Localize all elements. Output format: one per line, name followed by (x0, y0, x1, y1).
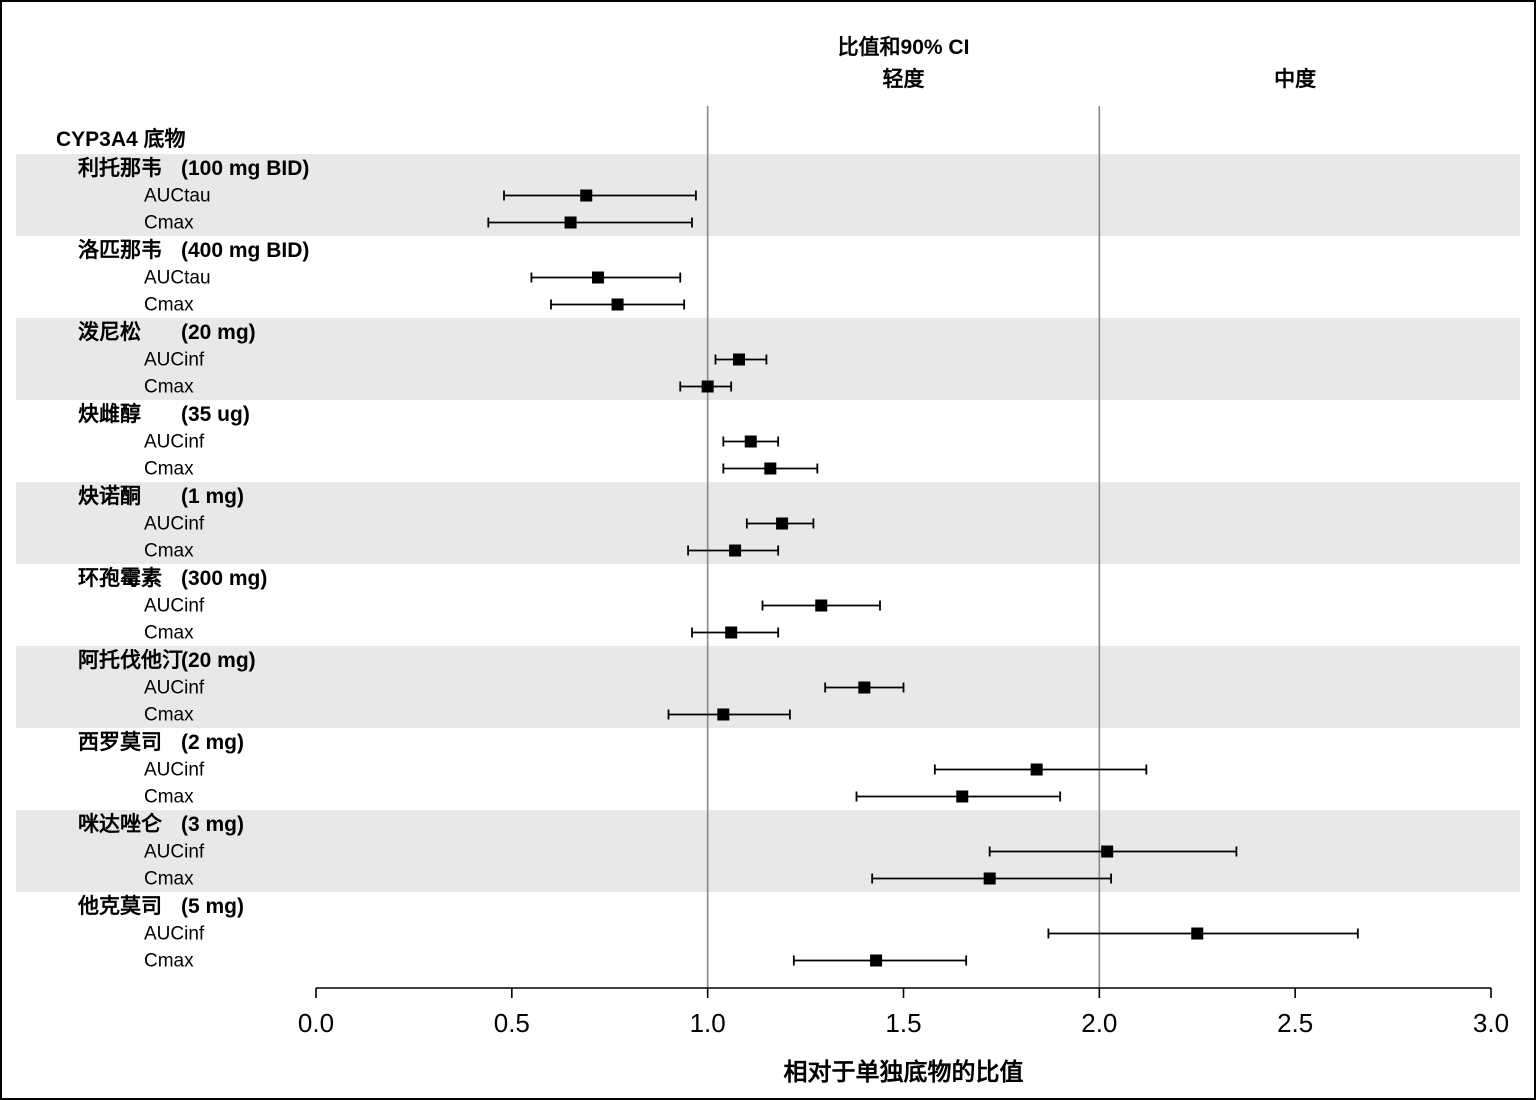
drug-name: 洛匹那韦 (78, 238, 162, 262)
drug-name: 阿托伐他汀 (78, 648, 183, 672)
x-tick-label: 3.0 (1473, 1008, 1509, 1038)
x-tick-label: 0.0 (298, 1008, 334, 1038)
x-tick-label: 1.5 (885, 1008, 921, 1038)
x-tick-label: 1.0 (690, 1008, 726, 1038)
param-label: Cmax (144, 623, 194, 644)
param-label: AUCinf (144, 760, 205, 781)
point-marker (592, 272, 604, 284)
point-marker (984, 873, 996, 885)
drug-dose: (3 mg) (181, 813, 244, 836)
forest-plot-container: 比值和90% CI 轻度 中度 CYP3A4 底物利托那韦 (100 mg BID) AU… (0, 0, 1536, 1100)
param-label: Cmax (144, 705, 194, 726)
chart-inner: 比值和90% CI 轻度 中度 CYP3A4 底物利托那韦 (100 mg BID) AU… (16, 16, 1520, 1084)
point-marker (733, 354, 745, 366)
param-label: AUCinf (144, 350, 205, 371)
param-label: AUCinf (144, 924, 205, 945)
param-label: Cmax (144, 377, 194, 398)
point-marker (870, 955, 882, 967)
category-label: CYP3A4 底物 (56, 127, 186, 151)
zone-label-mild: 轻度 (883, 67, 925, 91)
param-label: Cmax (144, 213, 194, 234)
point-marker (729, 545, 741, 557)
param-label: Cmax (144, 459, 194, 480)
drug-name: 利托那韦 (78, 156, 162, 180)
param-label: AUCtau (144, 186, 211, 207)
point-marker (764, 463, 776, 475)
drug-name: 西罗莫司 (78, 731, 162, 754)
param-label: AUCinf (144, 596, 205, 617)
x-tick-label: 2.5 (1277, 1008, 1313, 1038)
param-label: AUCinf (144, 678, 205, 699)
drug-dose: (2 mg) (181, 731, 244, 754)
param-label: AUCinf (144, 514, 205, 535)
point-marker (612, 299, 624, 311)
forest-plot-svg: 比值和90% CI 轻度 中度 CYP3A4 底物利托那韦 (100 mg BID) AU… (16, 16, 1520, 1084)
point-marker (745, 436, 757, 448)
x-tick-label: 0.5 (494, 1008, 530, 1038)
drug-name: 炔雌醇 (78, 402, 141, 426)
zone-label-moderate: 中度 (1274, 67, 1316, 91)
drug-name: 泼尼松 (78, 320, 141, 344)
param-label: Cmax (144, 295, 194, 316)
param-label: Cmax (144, 541, 194, 562)
param-label: AUCinf (144, 432, 205, 453)
drug-dose: (100 mg BID) (181, 157, 309, 180)
drug-dose: (400 mg BID) (181, 239, 309, 262)
point-marker (1101, 846, 1113, 858)
point-marker (565, 217, 577, 229)
drug-dose: (20 mg) (181, 321, 256, 344)
point-marker (725, 627, 737, 639)
point-marker (956, 791, 968, 803)
drug-dose: (35 ug) (181, 403, 250, 426)
plot-title: 比值和90% CI (838, 35, 970, 59)
drug-dose: (5 mg) (181, 895, 244, 918)
drug-name: 炔诺酮 (78, 484, 141, 508)
point-marker (1191, 928, 1203, 940)
drug-dose: (1 mg) (181, 485, 244, 508)
drug-name: 咪达唑仑 (78, 812, 163, 836)
x-axis-title: 相对于单独底物的比值 (784, 1058, 1024, 1084)
point-marker (702, 381, 714, 393)
point-marker (580, 190, 592, 202)
drug-name: 环孢霉素 (78, 566, 162, 590)
param-label: AUCinf (144, 842, 205, 863)
param-label: Cmax (144, 951, 194, 972)
param-label: Cmax (144, 869, 194, 890)
point-marker (776, 518, 788, 530)
param-label: Cmax (144, 787, 194, 808)
point-marker (815, 600, 827, 612)
drug-dose: (300 mg) (181, 567, 267, 590)
drug-name: 他克莫司 (77, 895, 162, 918)
point-marker (717, 709, 729, 721)
param-label: AUCtau (144, 268, 211, 289)
point-marker (858, 682, 870, 694)
drug-dose: (20 mg) (181, 649, 256, 672)
point-marker (1031, 764, 1043, 776)
x-tick-label: 2.0 (1081, 1008, 1117, 1038)
